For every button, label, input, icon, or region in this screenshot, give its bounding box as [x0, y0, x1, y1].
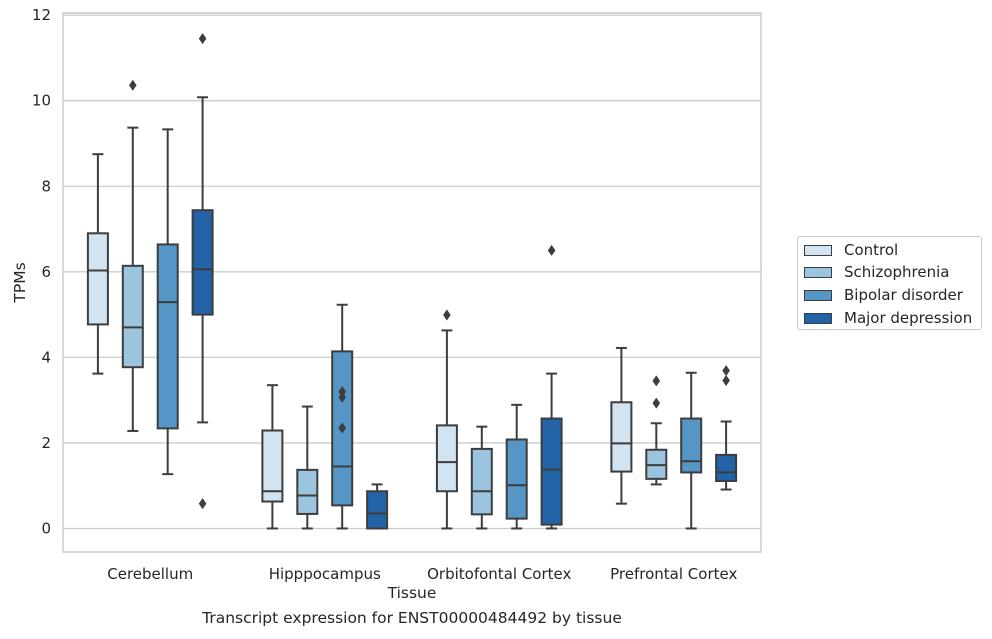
- legend-swatch: [804, 289, 832, 301]
- box-group: [540, 244, 563, 530]
- box-group: [121, 79, 144, 432]
- box: [540, 417, 563, 526]
- box: [715, 453, 738, 482]
- legend-item: Control: [804, 240, 898, 260]
- box: [261, 429, 284, 503]
- y-tick-label: 10: [32, 92, 51, 110]
- grid-layer: [63, 14, 761, 530]
- box: [121, 264, 144, 369]
- outlier-point: [198, 33, 207, 45]
- outlier-point: [338, 422, 346, 434]
- legend-label: Schizophrenia: [844, 263, 950, 281]
- outlier-point: [722, 374, 730, 386]
- y-tick-label: 2: [41, 434, 51, 452]
- outlier-point: [652, 397, 661, 409]
- chart-caption: Transcript expression for ENST0000048449…: [202, 609, 622, 627]
- legend-label: Control: [844, 241, 899, 259]
- ticks-layer: 0 2 4 6 8 10 12 Cerebellum Hipppocampus Orbitofon…: [32, 6, 738, 583]
- legend-item: Major depression: [804, 308, 972, 328]
- legend: Control Schizophrenia Bipolar disorder M…: [797, 236, 982, 330]
- box: [86, 232, 109, 326]
- box: [435, 424, 458, 493]
- box-group: [261, 384, 284, 530]
- legend-swatch: [804, 312, 832, 324]
- x-axis-label: Tissue: [387, 584, 437, 602]
- y-tick-label: 0: [41, 519, 51, 537]
- box-group: [680, 371, 703, 530]
- legend-label: Bipolar disorder: [844, 286, 963, 304]
- box: [680, 417, 703, 474]
- y-tick-label: 12: [32, 6, 51, 24]
- box-group: [645, 375, 668, 486]
- y-tick-label: 8: [41, 177, 51, 195]
- box-group: [86, 153, 109, 375]
- x-tick-label: Cerebellum: [107, 565, 193, 583]
- box-group: [715, 365, 738, 491]
- box: [191, 209, 214, 316]
- box-group: [191, 33, 214, 510]
- box: [610, 401, 633, 473]
- box: [366, 490, 389, 530]
- box-group: [366, 483, 389, 530]
- outlier-point: [547, 244, 556, 256]
- y-axis-label: TPMs: [11, 262, 29, 303]
- legend-item: Schizophrenia: [804, 262, 949, 282]
- x-tick-label: Hipppocampus: [269, 565, 381, 583]
- outlier-point: [338, 391, 346, 403]
- y-tick-label: 6: [41, 263, 51, 281]
- x-tick-label: Orbitofontal Cortex: [427, 565, 571, 583]
- legend-swatch: [804, 266, 832, 278]
- box: [296, 468, 319, 515]
- boxes-layer: [86, 33, 738, 530]
- legend-item: Bipolar disorder: [804, 285, 963, 305]
- box: [156, 243, 179, 430]
- legend-label: Major depression: [844, 309, 973, 327]
- outlier-point: [443, 309, 451, 321]
- x-tick-label: Prefrontal Cortex: [610, 565, 737, 583]
- box-group: [156, 128, 179, 476]
- outlier-point: [129, 79, 137, 91]
- legend-swatch: [804, 244, 832, 256]
- outlier-point: [652, 375, 661, 387]
- outlier-point: [722, 365, 730, 377]
- box-group: [296, 405, 319, 530]
- box: [470, 447, 493, 516]
- box-group: [435, 309, 458, 530]
- y-tick-label: 4: [41, 348, 51, 366]
- box-group: [470, 425, 493, 530]
- outlier-point: [338, 386, 346, 398]
- box: [505, 438, 528, 520]
- box-group: [331, 303, 354, 530]
- outlier-point: [198, 498, 207, 510]
- plot-frame: [62, 12, 762, 553]
- box-group: [610, 346, 633, 505]
- box-group: [505, 403, 528, 530]
